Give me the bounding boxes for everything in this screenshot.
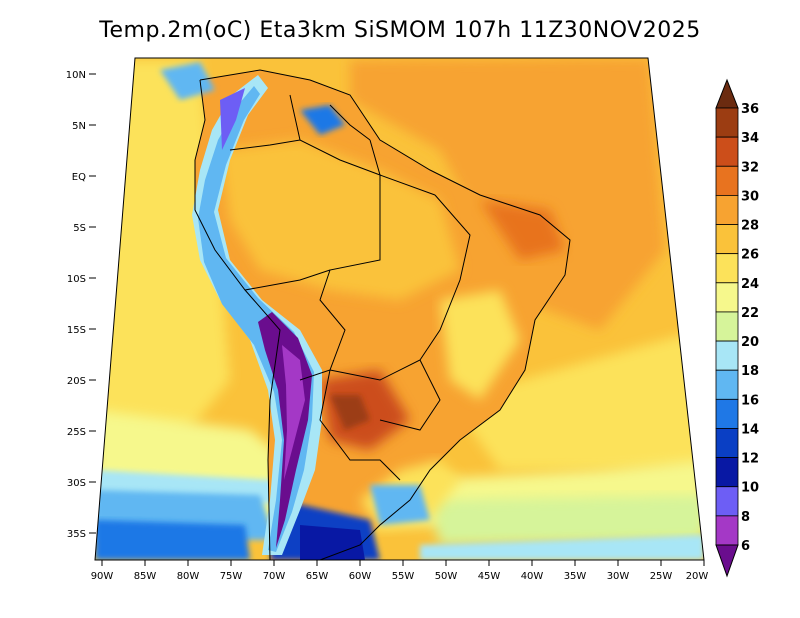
lat-label-15s: 15S [67,325,86,336]
amazon-region [220,140,460,300]
colorbar-swatch [715,486,739,517]
lat-label-35s: 35S [67,529,86,540]
colorbar-label: 30 [741,189,759,204]
lon-label-70w: 70W [263,571,286,582]
colorbar-label: 36 [741,102,759,117]
lon-label-85w: 85W [134,571,157,582]
colorbar-swatch [715,282,739,313]
colorbar-swatch [715,428,739,459]
uruguay-cool-zone [370,485,430,525]
map-title: Temp.2m(oC) Eta3km SiSMOM 107h 11Z30NOV2… [99,18,701,43]
colorbar-label: 26 [741,248,759,263]
colorbar-swatch [715,136,739,167]
chaco-core [330,395,370,430]
colorbar-swatch [715,515,739,546]
colorbar-swatch [715,107,739,138]
northeast-hot-spot [480,200,565,260]
band-14 [95,520,250,560]
lon-label-25w: 25W [650,571,673,582]
temperature-field [95,58,704,560]
colorbar-swatch [715,398,739,429]
lat-label-25s: 25S [67,427,86,438]
colorbar-label: 24 [741,277,759,292]
patagonia-coldest [300,525,365,560]
longitude-axis: 90W 85W 80W 75W 70W 65W 60W 55W 50W 45W … [91,560,709,582]
colorbar-arrow-top [715,78,739,109]
colorbar-swatch [715,194,739,225]
colorbar-label: 28 [741,219,759,234]
lon-label-40w: 40W [521,571,544,582]
lon-label-75w: 75W [220,571,243,582]
colorbar-label: 8 [741,510,750,525]
lon-label-45w: 45W [478,571,501,582]
lon-label-60w: 60W [349,571,372,582]
south-atlantic-18 [420,535,704,560]
lat-label-5s: 5S [73,223,86,234]
colorbar-label: 16 [741,393,759,408]
lat-label-10n: 10N [66,70,86,81]
colorbar-label: 6 [741,539,750,554]
country-borders [194,69,571,560]
lon-label-20w: 20W [686,571,709,582]
lon-label-65w: 65W [306,571,329,582]
colorbar-label: 18 [741,364,759,379]
colorbar-label: 10 [741,481,759,496]
colorbar-label: 22 [741,306,759,321]
colorbar-swatch [715,340,739,371]
lon-label-50w: 50W [435,571,458,582]
colorbar-swatch [715,311,739,342]
lat-label-eq: EQ [72,172,86,183]
colorbar-swatch [715,369,739,400]
band-20 [430,495,704,545]
lat-label-10s: 10S [67,274,86,285]
colorbar-label: 20 [741,335,759,350]
colorbar: 36 34 32 30 28 26 24 22 20 18 16 14 12 10 8 6 [715,78,759,578]
lat-label-30s: 30S [67,478,86,489]
altiplano-core [282,345,305,480]
latitude-axis: 10N 5N EQ 5S 10S 15S 20S 25S 30S 35S [66,70,96,540]
colorbar-swatch [715,457,739,488]
colorbar-swatch [715,224,739,255]
lon-label-30w: 30W [607,571,630,582]
northern-andes-cold [220,88,245,150]
colorbar-label: 12 [741,452,759,467]
lat-label-20s: 20S [67,376,86,387]
colorbar-swatch [715,253,739,284]
lon-label-35w: 35W [564,571,587,582]
guiana-highlands-cold [300,105,345,135]
lon-label-80w: 80W [177,571,200,582]
lon-label-55w: 55W [392,571,415,582]
highlands-cool-zone [440,290,520,400]
atlantic-warm-zone [350,58,665,330]
colorbar-swatch [715,165,739,196]
south-atlantic-24 [450,330,704,470]
colorbar-arrow-bottom [715,544,739,578]
colorbar-label: 14 [741,422,759,437]
lat-label-5n: 5N [72,121,86,132]
colorbar-label: 32 [741,160,759,175]
lon-label-90w: 90W [91,571,114,582]
colorbar-label: 34 [741,131,759,146]
